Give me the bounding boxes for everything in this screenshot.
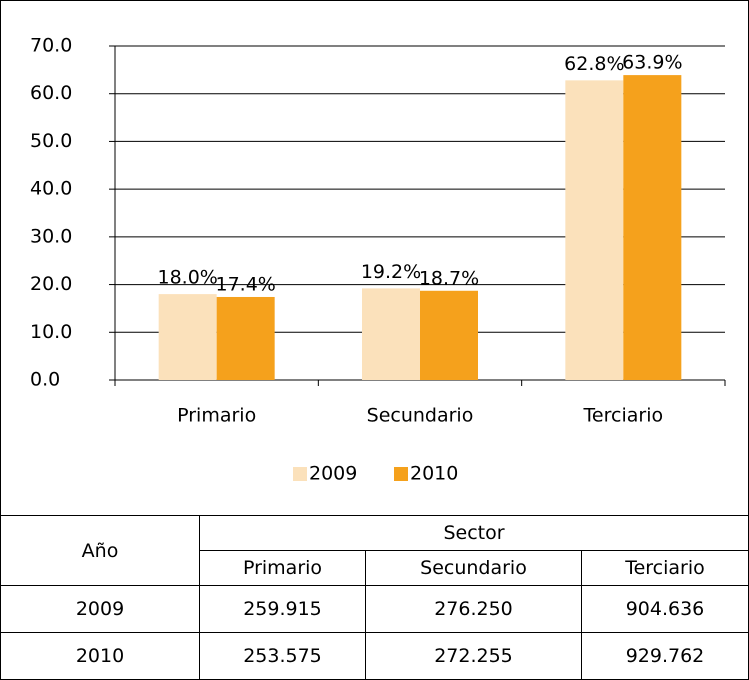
cell: 272.255	[365, 632, 582, 680]
y-tick-label: 30.0	[30, 225, 72, 247]
cell: 253.575	[199, 632, 366, 680]
data-label: 17.4%	[215, 273, 275, 295]
data-label: 62.8%	[564, 53, 624, 75]
y-tick-label: 70.0	[30, 35, 72, 57]
legend-swatch	[394, 467, 408, 481]
data-table: Año Sector Primario Secundario Terciario…	[0, 515, 749, 680]
data-label: 18.7%	[419, 267, 479, 289]
bar	[362, 288, 420, 380]
legend-label: 2009	[309, 463, 357, 485]
cell: 2010	[0, 632, 200, 680]
data-label: 63.9%	[622, 52, 682, 74]
legend-swatch	[293, 467, 307, 481]
y-tick-label: 40.0	[30, 178, 72, 200]
x-tick-label: Terciario	[583, 405, 664, 427]
subheader-cell: Terciario	[581, 550, 749, 586]
bar	[623, 75, 682, 380]
cell: 2009	[0, 585, 200, 633]
header-cell: Año	[0, 515, 200, 586]
bar	[158, 294, 217, 380]
cell: 276.250	[365, 585, 582, 633]
bar	[565, 80, 624, 381]
y-tick-label: 50.0	[30, 130, 72, 152]
y-tick-label: 10.0	[30, 321, 72, 343]
bar	[420, 290, 478, 380]
y-tick-label: 0.0	[30, 369, 60, 391]
cell: 929.762	[581, 632, 749, 680]
header-cell: Sector	[199, 515, 749, 551]
y-tick-label: 60.0	[30, 82, 72, 104]
bar	[216, 296, 275, 380]
chart: 0.0 10.0 20.0 30.0 40.0 50.0 60.0 70.0 Primario 1…	[0, 0, 749, 516]
data-label: 18.0%	[157, 267, 217, 289]
data-label: 19.2%	[361, 261, 421, 283]
subheader-cell: Primario	[199, 550, 366, 586]
cell: 904.636	[581, 585, 749, 633]
subheader-cell: Secundario	[365, 550, 582, 586]
legend-label: 2010	[410, 463, 458, 485]
x-tick-label: Secundario	[367, 405, 474, 427]
x-tick-label: Primario	[177, 405, 256, 427]
cell: 259.915	[199, 585, 366, 633]
y-tick-label: 20.0	[30, 273, 72, 295]
